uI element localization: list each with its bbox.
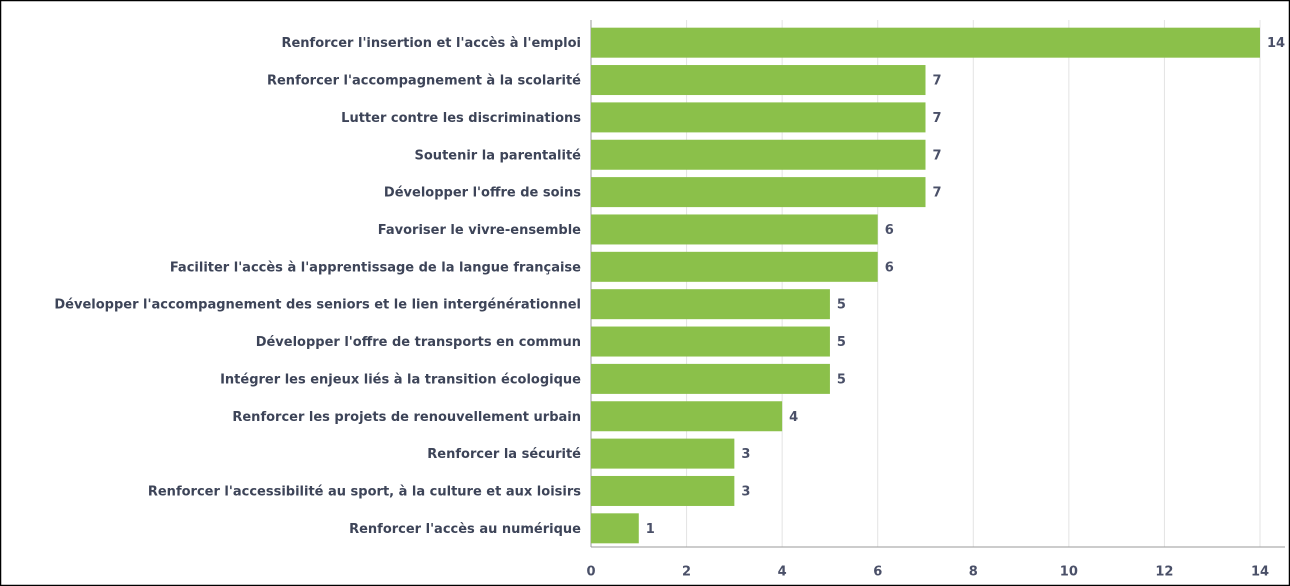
value-label: 14: [1267, 36, 1285, 51]
value-label: 7: [933, 74, 942, 89]
bar: [591, 475, 735, 506]
y-tick-label: Lutter contre les discriminations: [341, 111, 581, 126]
y-tick-label: Renforcer l'accessibilité au sport, à la…: [148, 484, 581, 499]
bar: [591, 289, 830, 320]
value-label: 6: [885, 223, 894, 238]
bar: [591, 438, 735, 469]
y-tick-label: Renforcer l'accompagnement à la scolarit…: [267, 74, 581, 89]
bar: [591, 65, 926, 96]
value-label: 7: [933, 111, 942, 126]
value-label: 3: [741, 447, 750, 462]
value-label: 5: [837, 298, 846, 313]
x-tick-label: 8: [969, 565, 978, 580]
value-label: 6: [885, 260, 894, 275]
y-tick-label: Soutenir la parentalité: [415, 148, 582, 163]
x-tick-label: 0: [586, 565, 595, 580]
value-label: 7: [933, 186, 942, 201]
bar: [591, 27, 1260, 58]
y-tick-label: Développer l'offre de soins: [384, 186, 581, 201]
y-tick-label: Renforcer les projets de renouvellement …: [232, 410, 581, 425]
y-tick-label: Développer l'offre de transports en comm…: [256, 335, 581, 350]
x-tick-label: 2: [682, 565, 691, 580]
bar: [591, 102, 926, 133]
y-tick-label: Renforcer l'accès au numérique: [349, 522, 581, 537]
bar: [591, 139, 926, 170]
x-tick-label: 4: [778, 565, 787, 580]
y-tick-label: Intégrer les enjeux liés à la transition…: [220, 372, 581, 387]
x-tick-label: 6: [873, 565, 882, 580]
y-tick-label: Renforcer la sécurité: [427, 447, 581, 462]
bar: [591, 401, 783, 432]
bar: [591, 177, 926, 208]
y-tick-label: Favoriser le vivre-ensemble: [378, 223, 581, 238]
x-tick-label: 14: [1251, 565, 1269, 580]
value-label: 5: [837, 372, 846, 387]
bar: [591, 326, 830, 357]
value-label: 7: [933, 148, 942, 163]
value-label: 5: [837, 335, 846, 350]
bar: [591, 363, 830, 394]
y-tick-label: Développer l'accompagnement des seniors …: [54, 298, 581, 313]
value-label: 1: [646, 522, 655, 537]
value-label: 4: [789, 410, 798, 425]
bar: [591, 513, 639, 544]
y-tick-label: Faciliter l'accès à l'apprentissage de l…: [170, 260, 581, 275]
x-tick-label: 10: [1060, 565, 1078, 580]
value-label: 3: [741, 484, 750, 499]
bar: [591, 251, 878, 282]
x-tick-label: 12: [1155, 565, 1173, 580]
y-tick-label: Renforcer l'insertion et l'accès à l'emp…: [281, 36, 581, 51]
bar: [591, 214, 878, 245]
